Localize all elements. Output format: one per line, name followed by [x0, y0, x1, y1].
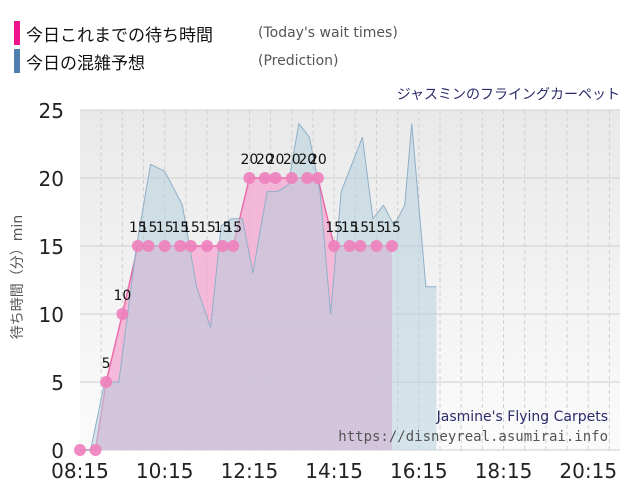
- actual-data-label: 15: [351, 220, 369, 236]
- actual-point: [227, 240, 240, 252]
- x-tick-label: 16:15: [390, 459, 448, 483]
- actual-point: [158, 240, 171, 252]
- actual-point: [343, 240, 356, 252]
- actual-data-label: 20: [256, 152, 274, 168]
- actual-data-label: 15: [341, 220, 359, 236]
- legend-actual-swatch: [14, 21, 20, 45]
- actual-data-label: 20: [267, 152, 285, 168]
- actual-point: [184, 240, 197, 252]
- watermark-name: Jasmine's Flying Carpets: [436, 409, 608, 425]
- actual-point: [174, 240, 187, 252]
- actual-point: [301, 172, 314, 184]
- actual-data-label: 20: [283, 152, 301, 168]
- legend-prediction-swatch: [14, 49, 20, 73]
- actual-data-label: 15: [368, 220, 386, 236]
- actual-point: [269, 172, 282, 184]
- y-tick-label: 25: [39, 99, 64, 123]
- actual-point: [285, 172, 298, 184]
- actual-point: [74, 444, 86, 456]
- y-tick-label: 0: [51, 439, 64, 463]
- x-tick-label: 08:15: [51, 459, 109, 483]
- x-tick-label: 20:15: [559, 459, 617, 483]
- x-tick-label: 12:15: [221, 459, 279, 483]
- actual-point: [201, 240, 214, 252]
- actual-point: [354, 240, 367, 252]
- actual-point: [370, 240, 383, 252]
- actual-data-label: 15: [129, 220, 147, 236]
- actual-data-label: 15: [182, 220, 200, 236]
- actual-data-label: 10: [113, 288, 131, 304]
- legend-actual-label: 今日これまでの待ち時間: [26, 25, 213, 46]
- actual-point: [100, 376, 113, 388]
- prediction-area: [80, 123, 437, 450]
- y-tick-label: 15: [39, 235, 64, 259]
- actual-point: [142, 240, 155, 252]
- actual-point: [131, 240, 144, 252]
- actual-data-label: 15: [383, 220, 401, 236]
- actual-data-label: 5: [102, 356, 111, 372]
- actual-point: [328, 240, 341, 252]
- x-tick-label: 14:15: [305, 459, 363, 483]
- actual-data-label: 20: [309, 152, 327, 168]
- actual-point: [216, 240, 229, 252]
- y-axis-label: 待ち時間（分）min: [10, 215, 26, 339]
- x-tick-label: 18:15: [475, 459, 533, 483]
- actual-point: [311, 172, 324, 184]
- actual-point: [116, 308, 129, 320]
- legend-actual-sub: (Today's wait times): [258, 25, 398, 41]
- attraction-title: ジャスミンのフライングカーペット: [397, 87, 620, 103]
- actual-point: [243, 172, 256, 184]
- actual-data-label: 20: [298, 152, 316, 168]
- legend-actual: 今日これまでの待ち時間 (Today's wait times): [0, 20, 398, 46]
- actual-data-label: 20: [240, 152, 258, 168]
- actual-point: [386, 240, 398, 252]
- actual-data-label: 15: [156, 220, 174, 236]
- actual-point: [89, 444, 102, 456]
- actual-data-label: 15: [214, 220, 232, 236]
- watermark-url: https://disneyreal.asumirai.info: [338, 429, 608, 445]
- actual-data-label: 15: [224, 220, 242, 236]
- y-tick-label: 20: [39, 167, 64, 191]
- legend-prediction: 今日の混雑予想 (Prediction): [0, 48, 338, 74]
- actual-data-label: 15: [140, 220, 158, 236]
- actual-data-label: 15: [171, 220, 189, 236]
- y-tick-label: 10: [39, 303, 64, 327]
- actual-data-label: 15: [325, 220, 343, 236]
- actual-data-label: 15: [198, 220, 216, 236]
- legend-prediction-sub: (Prediction): [258, 53, 339, 69]
- x-tick-label: 10:15: [136, 459, 194, 483]
- series-layer: 5101515151515151515202020202020151515151…: [74, 122, 437, 456]
- legend-prediction-label: 今日の混雑予想: [26, 53, 145, 74]
- y-tick-label: 5: [51, 371, 64, 395]
- prediction-line: [80, 122, 437, 451]
- actual-point: [258, 172, 271, 184]
- axis-labels: 0 5 10 15 20 25 08:15 10:15 12:15 14:15 16:15 18:15…: [39, 99, 618, 483]
